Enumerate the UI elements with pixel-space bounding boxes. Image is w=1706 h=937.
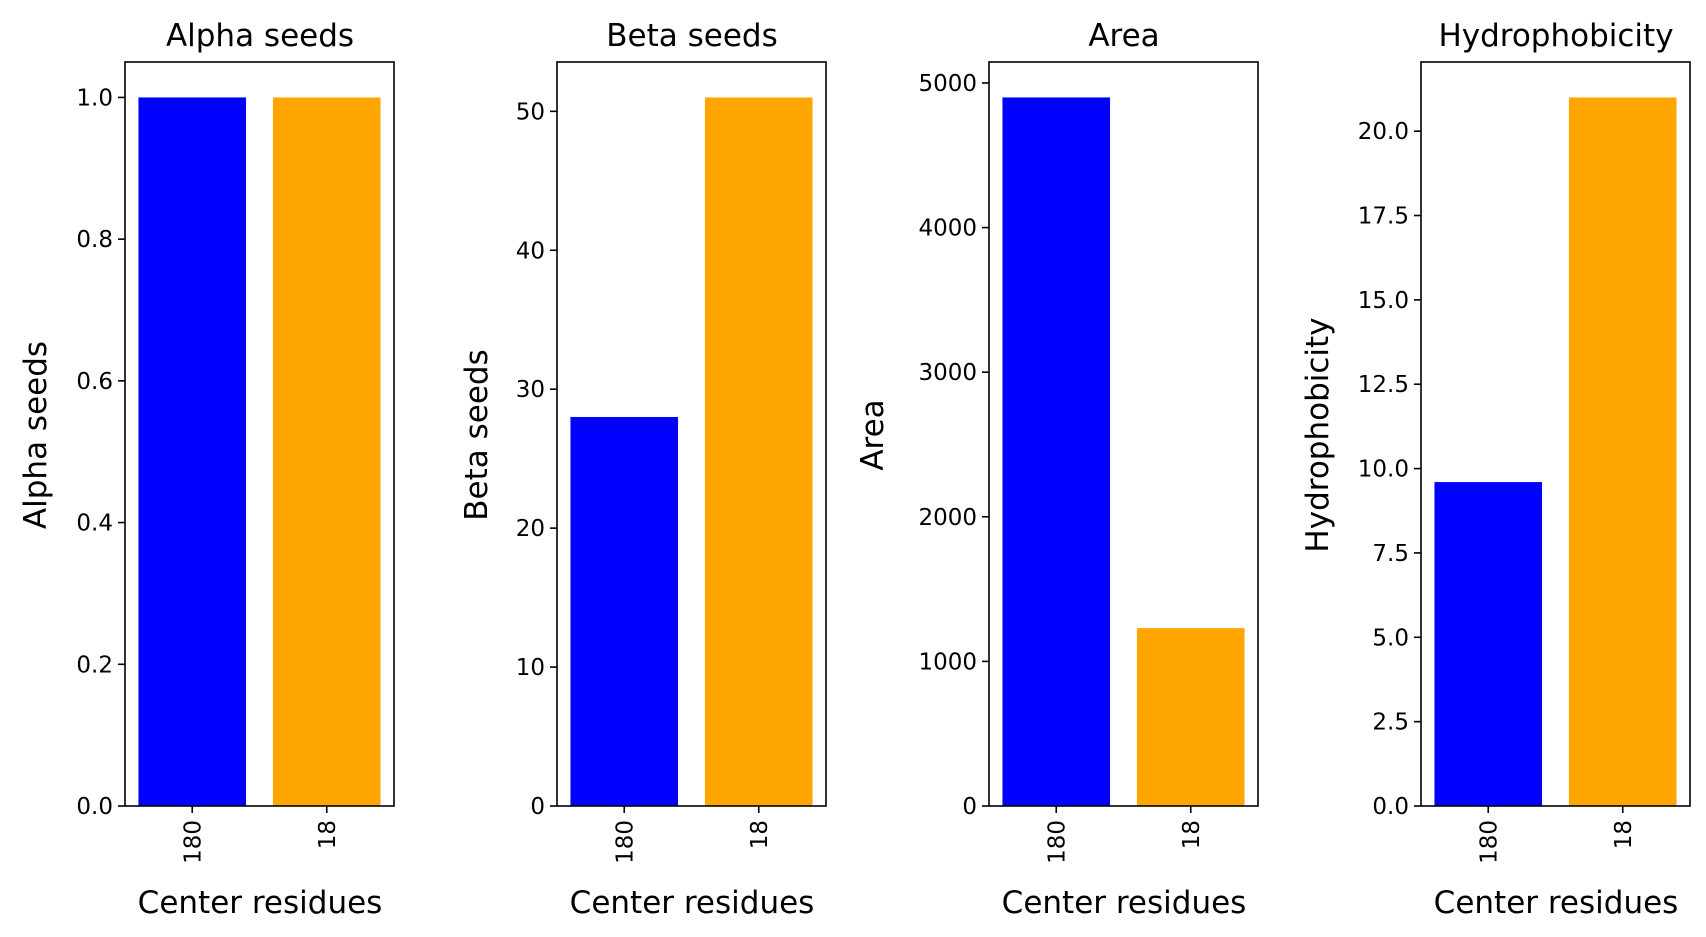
- y-tick-label: 20.0: [1358, 119, 1409, 145]
- y-tick-label: 50: [516, 99, 545, 125]
- axes-frame: [1420, 61, 1691, 807]
- x-tick-label: 18: [747, 820, 773, 849]
- plot-area: 0.0 2.5 5.0 7.5 10.0 12.5 15.0 17.5 20.0 180 18: [1358, 61, 1691, 864]
- y-tick-label: 0.0: [76, 794, 113, 820]
- x-tick-label: 18: [1179, 820, 1205, 849]
- y-tick-label: 0: [962, 794, 977, 820]
- y-tick-label: 5000: [918, 71, 977, 97]
- y-tick-label: 15.0: [1358, 288, 1409, 314]
- y-tick-label: 1000: [918, 649, 977, 675]
- y-tick-label: 0.0: [1372, 794, 1409, 820]
- y-tick-label: 0.8: [76, 227, 113, 253]
- x-axis-label: Center residues: [570, 885, 815, 921]
- y-tick-label: 7.5: [1372, 541, 1409, 567]
- panel-title: Beta seeds: [606, 18, 777, 54]
- y-axis-label: Area: [855, 399, 891, 470]
- plot-area: 0 1000 2000 3000 4000 5000 180 18: [918, 61, 1259, 864]
- y-tick-label: 5.0: [1372, 625, 1409, 651]
- axes-frame: [988, 61, 1259, 807]
- bar-18: [272, 97, 381, 807]
- y-tick-label: 17.5: [1358, 204, 1409, 230]
- y-axis-label: Alpha seeds: [18, 341, 54, 529]
- bar-180: [1002, 97, 1111, 807]
- y-tick-label: 12.5: [1358, 372, 1409, 398]
- bar-180: [570, 416, 679, 806]
- y-tick-label: 1.0: [76, 85, 113, 111]
- axes-frame: [556, 61, 827, 807]
- panel-hydrophobicity: Hydrophobicity Hydrophobicity Center res…: [1300, 18, 1691, 921]
- y-tick-label: 10.0: [1358, 457, 1409, 483]
- bar-18: [704, 97, 813, 807]
- y-tick-label: 4000: [918, 216, 977, 242]
- y-tick-label: 2.5: [1372, 710, 1409, 736]
- bar-180: [138, 97, 247, 807]
- y-tick-label: 20: [516, 516, 545, 542]
- x-tick-label: 180: [612, 820, 638, 864]
- y-tick-label: 2000: [918, 505, 977, 531]
- y-tick-label: 0: [530, 794, 545, 820]
- panel-title: Hydrophobicity: [1438, 18, 1673, 54]
- x-axis-label: Center residues: [138, 885, 383, 921]
- x-tick-label: 180: [180, 820, 206, 864]
- x-tick-label: 18: [1611, 820, 1637, 849]
- panel-beta-seeds: Beta seeds Beta seeds Center residues 0 1…: [459, 18, 827, 921]
- y-axis-label: Beta seeds: [459, 349, 495, 520]
- x-axis-label: Center residues: [1434, 885, 1679, 921]
- y-tick-label: 40: [516, 238, 545, 264]
- y-tick-label: 30: [516, 377, 545, 403]
- y-tick-label: 0.4: [76, 511, 113, 537]
- panel-title: Area: [1088, 18, 1159, 54]
- plot-area: 0 10 20 30 40 50 180 18: [516, 61, 827, 864]
- panel-title: Alpha seeds: [166, 18, 354, 54]
- x-tick-label: 180: [1476, 820, 1502, 864]
- bar-18: [1136, 628, 1245, 806]
- x-tick-label: 180: [1044, 820, 1070, 864]
- y-tick-label: 0.2: [76, 652, 113, 678]
- plot-area: 0.0 0.2 0.4 0.6 0.8 1.0 180 18: [76, 61, 395, 864]
- panel-alpha-seeds: Alpha seeds Alpha seeds Center residues …: [18, 18, 395, 921]
- y-tick-label: 0.6: [76, 369, 113, 395]
- panel-area: Area Area Center residues 0 1000 2000 3000 4…: [855, 18, 1259, 921]
- axes-frame: [124, 61, 395, 807]
- bar-18: [1568, 97, 1677, 807]
- y-tick-label: 3000: [918, 360, 977, 386]
- bar-180: [1434, 482, 1543, 806]
- y-tick-label: 10: [516, 655, 545, 681]
- x-tick-label: 18: [315, 820, 341, 849]
- y-axis-label: Hydrophobicity: [1300, 317, 1336, 552]
- x-axis-label: Center residues: [1002, 885, 1247, 921]
